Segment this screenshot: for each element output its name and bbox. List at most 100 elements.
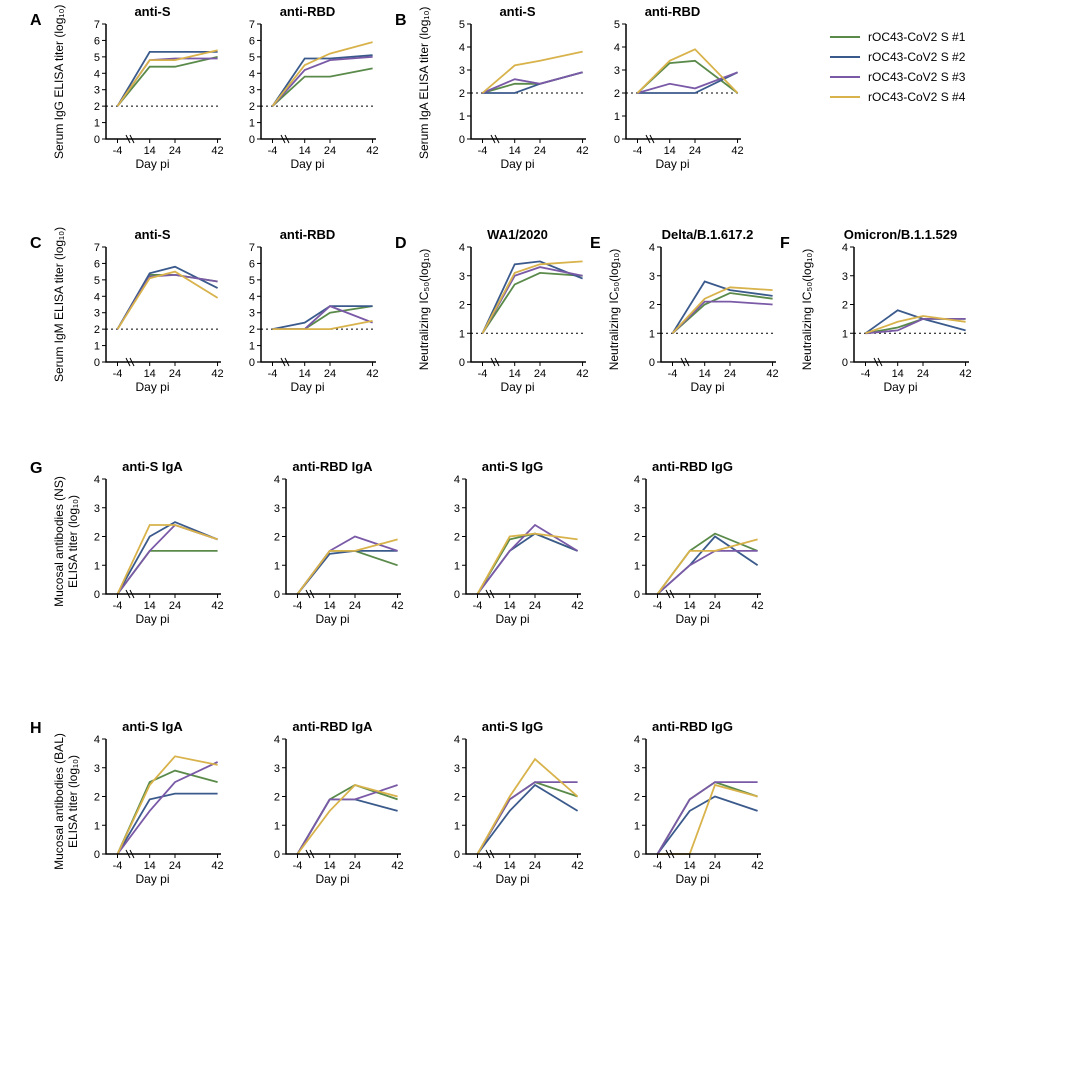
legend-item: rOC43-CoV2 S #2 (830, 50, 965, 64)
svg-text:-4: -4 (478, 368, 488, 380)
chart: 01234-4142442 (260, 475, 405, 620)
chart-title: Delta/B.1.617.2 (635, 227, 780, 242)
svg-text:0: 0 (94, 589, 100, 601)
svg-text:0: 0 (94, 357, 100, 369)
chart-title: Omicron/B.1.1.529 (828, 227, 973, 242)
svg-text:3: 3 (94, 503, 100, 515)
svg-text:6: 6 (249, 258, 255, 270)
y-axis-label: Neutralizing IC₅₀(log₁₀) (417, 237, 431, 382)
svg-text:24: 24 (534, 368, 546, 380)
legend-label: rOC43-CoV2 S #4 (868, 90, 965, 104)
x-axis-label: Day pi (635, 380, 780, 394)
svg-text:1: 1 (649, 328, 655, 340)
svg-text:1: 1 (274, 820, 280, 832)
chart-title: anti-RBD IgG (620, 719, 765, 734)
legend-swatch-3 (830, 76, 860, 78)
svg-text:4: 4 (454, 735, 460, 746)
chart-title: anti-RBD IgG (620, 459, 765, 474)
legend-label: rOC43-CoV2 S #2 (868, 50, 965, 64)
svg-text:2: 2 (634, 792, 640, 804)
svg-text:4: 4 (94, 291, 100, 303)
svg-text:-4: -4 (653, 600, 663, 612)
svg-text:-4: -4 (478, 145, 488, 157)
chart: 01234567-4142442 (80, 243, 225, 388)
y-axis-label: Serum IgA ELISA titer (log₁₀) (417, 14, 431, 159)
svg-text:-4: -4 (113, 600, 123, 612)
x-axis-label: Day pi (235, 380, 380, 394)
x-axis-label: Day pi (600, 157, 745, 171)
chart-title: anti-S (80, 4, 225, 19)
svg-text:42: 42 (731, 145, 743, 157)
svg-text:1: 1 (94, 560, 100, 572)
svg-text:14: 14 (144, 145, 156, 157)
svg-text:1: 1 (614, 111, 620, 123)
svg-text:5: 5 (249, 52, 255, 64)
svg-text:3: 3 (94, 308, 100, 320)
x-axis-label: Day pi (440, 872, 585, 886)
svg-text:3: 3 (649, 271, 655, 283)
svg-text:3: 3 (459, 65, 465, 77)
legend-item: rOC43-CoV2 S #1 (830, 30, 965, 44)
svg-text:-4: -4 (113, 860, 123, 872)
svg-text:4: 4 (614, 42, 620, 54)
svg-text:24: 24 (169, 145, 181, 157)
svg-text:6: 6 (94, 35, 100, 47)
svg-text:1: 1 (842, 328, 848, 340)
legend-item: rOC43-CoV2 S #4 (830, 90, 965, 104)
svg-text:1: 1 (274, 560, 280, 572)
svg-text:1: 1 (459, 111, 465, 123)
x-axis-label: Day pi (80, 380, 225, 394)
x-axis-label: Day pi (260, 872, 405, 886)
svg-text:4: 4 (634, 735, 640, 746)
svg-text:24: 24 (534, 145, 546, 157)
svg-text:3: 3 (842, 271, 848, 283)
y-axis-label: Mucosal antibodies (BAL)ELISA titer (log… (52, 729, 80, 874)
svg-text:1: 1 (249, 341, 255, 353)
x-axis-label: Day pi (80, 872, 225, 886)
svg-text:7: 7 (94, 20, 100, 31)
y-axis-label: Serum IgM ELISA titer (log₁₀) (52, 237, 66, 382)
svg-text:4: 4 (94, 68, 100, 80)
figure-page: { "colors": { "s1": "#5a8a4a", "s2": "#3… (0, 0, 1080, 1068)
svg-text:0: 0 (842, 357, 848, 369)
svg-text:42: 42 (391, 600, 403, 612)
svg-text:2: 2 (634, 532, 640, 544)
chart-title: anti-RBD (600, 4, 745, 19)
svg-text:6: 6 (249, 35, 255, 47)
svg-text:42: 42 (571, 860, 583, 872)
svg-text:24: 24 (689, 145, 701, 157)
svg-text:3: 3 (634, 763, 640, 775)
svg-text:2: 2 (94, 324, 100, 336)
svg-text:-4: -4 (268, 145, 278, 157)
svg-text:0: 0 (634, 589, 640, 601)
legend-label: rOC43-CoV2 S #3 (868, 70, 965, 84)
chart: 01234567-4142442 (80, 20, 225, 165)
svg-text:14: 14 (504, 860, 516, 872)
svg-text:-4: -4 (293, 600, 303, 612)
svg-text:-4: -4 (473, 600, 483, 612)
svg-text:4: 4 (842, 243, 848, 254)
svg-text:-4: -4 (113, 145, 123, 157)
svg-text:7: 7 (249, 243, 255, 254)
svg-text:0: 0 (649, 357, 655, 369)
svg-text:6: 6 (94, 258, 100, 270)
svg-text:14: 14 (509, 368, 521, 380)
x-axis-label: Day pi (445, 157, 590, 171)
x-axis-label: Day pi (445, 380, 590, 394)
panel-letter: C (30, 235, 42, 253)
svg-text:0: 0 (454, 849, 460, 861)
svg-text:0: 0 (94, 849, 100, 861)
svg-text:14: 14 (299, 145, 311, 157)
svg-text:24: 24 (349, 860, 361, 872)
svg-text:2: 2 (249, 101, 255, 113)
svg-text:24: 24 (349, 600, 361, 612)
svg-text:14: 14 (664, 145, 676, 157)
svg-text:24: 24 (709, 860, 721, 872)
x-axis-label: Day pi (80, 612, 225, 626)
svg-text:14: 14 (299, 368, 311, 380)
svg-text:4: 4 (249, 68, 255, 80)
svg-text:2: 2 (454, 792, 460, 804)
chart: 01234-4142442 (828, 243, 973, 388)
panel-letter: E (590, 235, 601, 253)
svg-text:24: 24 (709, 600, 721, 612)
